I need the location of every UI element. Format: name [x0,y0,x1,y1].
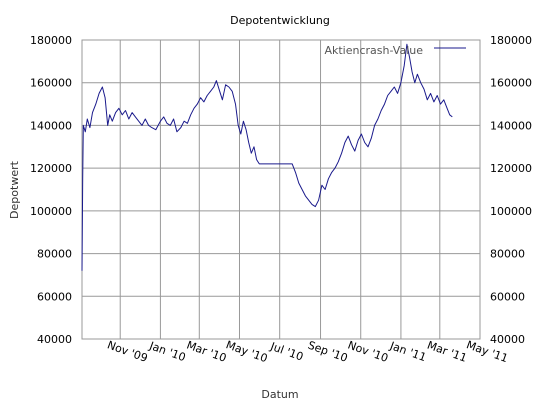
x-tick-label: Jul '10 [268,339,305,363]
series-line [81,43,453,271]
y-tick-label-right: 80000 [490,248,525,261]
y-tick-label-right: 140000 [490,119,532,132]
x-tick-label: May '10 [224,338,269,365]
y-tick-label-left: 100000 [30,205,72,218]
y-tick-label-left: 160000 [30,77,72,90]
y-tick-label-right: 160000 [490,77,532,90]
x-tick-label: Jan '10 [147,339,188,364]
x-tick-label: Nov '09 [105,338,149,365]
legend: Aktiencrash-Value [324,44,466,57]
x-tick-label: Mar '10 [185,339,228,365]
x-tick-label: Mar '11 [425,339,468,365]
y-tick-label-right: 100000 [490,205,532,218]
plot-area-background [82,40,480,339]
y-tick-label-right: 60000 [490,290,525,303]
y-tick-label-left: 40000 [37,333,72,346]
x-tick-label: Sep '10 [306,339,349,365]
y-tick-label-left: 80000 [37,248,72,261]
y-tick-label-left: 60000 [37,290,72,303]
y-tick-label-right: 180000 [490,34,532,47]
y-tick-label-left: 140000 [30,119,72,132]
x-axis-title: Datum [261,388,298,401]
y-tick-label-right: 40000 [490,333,525,346]
legend-label: Aktiencrash-Value [324,44,423,57]
series-layer [81,43,453,271]
y-tick-label-left: 180000 [30,34,72,47]
x-tick-label: Jan '11 [387,339,428,364]
x-tick-label: Nov '10 [346,338,390,365]
y-tick-label-left: 120000 [30,162,72,175]
plot-frame [81,39,481,340]
y-axis-title: Depotwert [8,160,21,219]
y-tick-label-right: 120000 [490,162,532,175]
chart-title: Depotentwicklung [230,14,330,27]
